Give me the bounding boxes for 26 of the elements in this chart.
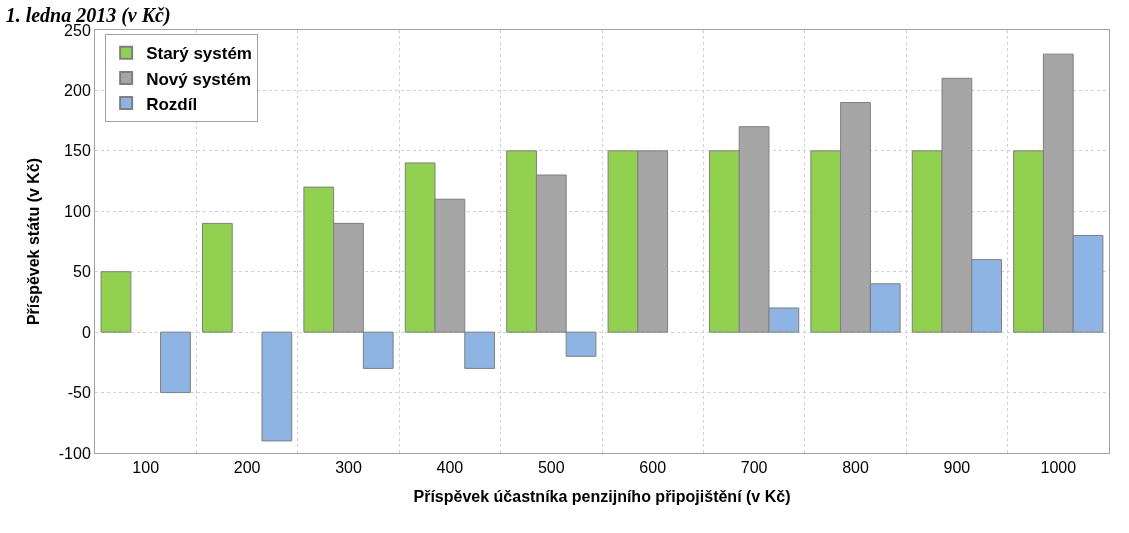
x-tick-label: 900 [943,459,971,477]
x-tick-label: 1000 [1040,459,1077,477]
x-tick-label: 500 [537,459,565,477]
y-tick-label: -50 [67,384,91,402]
y-tick-label: 200 [64,82,91,100]
y-axis-title: Příspěvek státu (v Kč) [24,157,42,326]
legend-label: Rozdíl [146,94,198,114]
bar [261,331,293,442]
x-tick-label: 400 [436,459,464,477]
bar [201,222,233,333]
legend-label: Nový systém [146,69,252,89]
x-tick-label: 300 [335,459,362,477]
x-tick-label: 200 [233,459,261,477]
x-tick-label: 700 [740,459,768,477]
y-tick-label: 100 [64,202,91,220]
legend-label: Starý systém [146,44,252,64]
y-tick-label: 0 [81,323,91,341]
x-tick-label: 800 [842,459,869,477]
x-tick-label: 600 [639,459,667,477]
bar [100,271,132,333]
y-tick-label: 150 [64,142,91,160]
x-axis-title: Příspěvek účastníka penzijního připojištění (v Kč) [413,487,791,505]
y-tick-label: -100 [58,444,91,462]
bar [160,331,191,394]
x-tick-label: 100 [132,459,160,477]
y-tick-label: 50 [73,263,91,281]
